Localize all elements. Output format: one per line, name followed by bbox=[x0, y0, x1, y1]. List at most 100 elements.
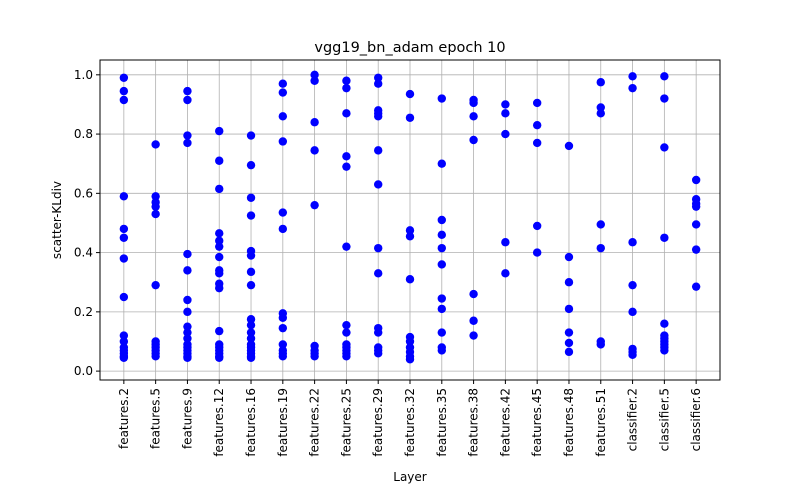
x-tick-label: features.38 bbox=[467, 388, 481, 457]
data-point bbox=[660, 72, 669, 81]
data-point bbox=[532, 138, 542, 148]
x-tick-label: classifier.6 bbox=[689, 388, 703, 451]
data-point bbox=[215, 353, 224, 362]
y-tick-label: 0.2 bbox=[74, 305, 93, 319]
data-point bbox=[310, 352, 319, 361]
data-point bbox=[278, 88, 288, 97]
data-point bbox=[374, 79, 383, 88]
data-point bbox=[342, 162, 351, 171]
data-point bbox=[215, 242, 224, 251]
data-point bbox=[405, 232, 415, 241]
y-tick-label: 1.0 bbox=[74, 68, 93, 82]
data-point bbox=[215, 184, 224, 194]
x-tick-label: features.51 bbox=[594, 388, 608, 457]
x-tick-label: features.2 bbox=[117, 388, 131, 449]
data-point bbox=[342, 109, 351, 118]
data-point bbox=[405, 355, 415, 364]
data-point bbox=[501, 238, 510, 247]
data-point bbox=[310, 146, 319, 155]
x-tick-label: features.35 bbox=[435, 388, 449, 457]
data-point bbox=[119, 292, 129, 302]
data-point bbox=[437, 328, 446, 337]
data-point bbox=[437, 243, 446, 253]
x-tick-label: features.25 bbox=[339, 388, 353, 457]
x-tick-label: features.45 bbox=[530, 388, 544, 457]
data-point bbox=[151, 280, 160, 290]
data-point bbox=[215, 283, 224, 293]
data-point bbox=[215, 156, 224, 165]
data-point bbox=[183, 131, 192, 140]
x-tick-label: features.22 bbox=[308, 388, 322, 457]
y-tick-label: 0.4 bbox=[74, 246, 93, 260]
data-point bbox=[278, 208, 288, 217]
data-point bbox=[246, 353, 256, 362]
data-point bbox=[691, 202, 701, 211]
data-point bbox=[691, 220, 701, 229]
data-point bbox=[183, 307, 192, 317]
data-point bbox=[278, 224, 288, 234]
data-point bbox=[342, 242, 351, 251]
data-point bbox=[119, 353, 129, 362]
data-point bbox=[374, 328, 383, 337]
data-point bbox=[342, 152, 351, 161]
data-point bbox=[278, 323, 288, 333]
data-point bbox=[342, 328, 351, 337]
data-point bbox=[310, 70, 319, 80]
data-point bbox=[437, 94, 446, 103]
data-point bbox=[374, 180, 383, 189]
data-point bbox=[119, 224, 129, 234]
data-point bbox=[246, 328, 256, 337]
data-point bbox=[119, 95, 129, 105]
data-point bbox=[564, 252, 574, 262]
data-point bbox=[183, 353, 192, 362]
data-point bbox=[501, 100, 510, 109]
data-point bbox=[183, 334, 192, 343]
data-point bbox=[246, 315, 256, 324]
data-point bbox=[183, 138, 192, 148]
data-point bbox=[564, 328, 574, 337]
x-tick-label: classifier.5 bbox=[657, 388, 671, 451]
data-point bbox=[564, 338, 574, 348]
data-point bbox=[469, 135, 478, 145]
x-tick-label: features.12 bbox=[212, 388, 226, 457]
data-point bbox=[405, 113, 415, 122]
data-point bbox=[246, 267, 256, 277]
data-point bbox=[183, 95, 192, 105]
data-point bbox=[660, 94, 669, 103]
data-point bbox=[119, 86, 129, 96]
data-point bbox=[246, 131, 256, 140]
data-point bbox=[628, 238, 637, 247]
data-point bbox=[469, 112, 478, 121]
data-point bbox=[691, 245, 701, 254]
data-point bbox=[532, 248, 542, 257]
data-point bbox=[628, 307, 637, 317]
data-point bbox=[119, 73, 129, 82]
data-point bbox=[374, 112, 383, 121]
data-point bbox=[278, 313, 288, 322]
data-point bbox=[374, 269, 383, 278]
x-tick-label: features.29 bbox=[371, 388, 385, 457]
data-point bbox=[342, 352, 351, 361]
data-point bbox=[437, 304, 446, 314]
data-point bbox=[246, 160, 256, 170]
data-point bbox=[374, 146, 383, 155]
data-point bbox=[564, 141, 574, 151]
data-point bbox=[215, 229, 224, 238]
data-point bbox=[246, 334, 256, 343]
x-axis-label: Layer bbox=[393, 470, 427, 484]
data-point bbox=[183, 249, 192, 259]
data-point bbox=[564, 278, 574, 287]
data-point bbox=[596, 78, 605, 87]
data-point bbox=[246, 280, 256, 290]
points-layer bbox=[119, 70, 701, 364]
data-point bbox=[278, 137, 288, 146]
data-point bbox=[532, 98, 542, 108]
y-tick-label: 0.8 bbox=[74, 127, 93, 141]
data-point bbox=[310, 118, 319, 127]
data-point bbox=[278, 352, 288, 361]
data-point bbox=[119, 192, 129, 201]
data-point bbox=[469, 331, 478, 340]
data-point bbox=[374, 73, 383, 82]
data-point bbox=[215, 252, 224, 262]
data-point bbox=[405, 89, 415, 99]
